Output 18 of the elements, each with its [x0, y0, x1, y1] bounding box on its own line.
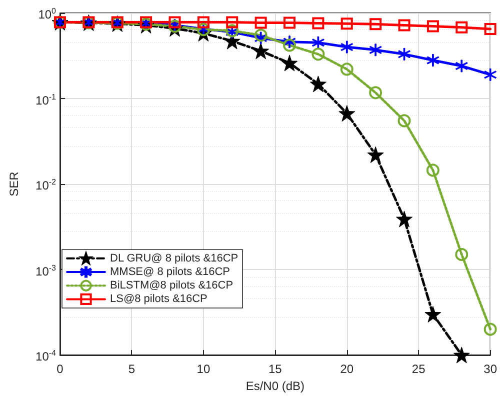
y-axis-title: SER — [7, 171, 21, 196]
x-tick-label: 5 — [128, 362, 136, 376]
legend-label: DL GRU@ 8 pilots &16CP — [110, 252, 238, 264]
x-tick-label: 15 — [268, 362, 282, 376]
y-tick-label: 10$^{0}$ — [38, 6, 56, 22]
x-axis-title: Es/N0 (dB) — [246, 379, 305, 393]
legend-label: MMSE@ 8 pilots &16CP — [110, 266, 230, 278]
y-tick-label: 10$^{-2}$ — [36, 176, 56, 192]
legend-label: LS@8 pilots &16CP — [110, 293, 208, 306]
x-tick-label: 20 — [340, 362, 354, 376]
y-tick-label: 10$^{-3}$ — [36, 262, 56, 278]
x-tick-label: 0 — [56, 362, 64, 376]
legend-label: BiLSTM@8 pilots &16CP — [110, 280, 234, 292]
y-tick-label: 10$^{-4}$ — [36, 348, 56, 364]
x-tick-label: 30 — [484, 362, 498, 376]
x-tick-label: 25 — [412, 362, 426, 376]
x-tick-label: 10 — [196, 362, 210, 376]
y-tick-label: 10$^{-1}$ — [36, 91, 56, 107]
